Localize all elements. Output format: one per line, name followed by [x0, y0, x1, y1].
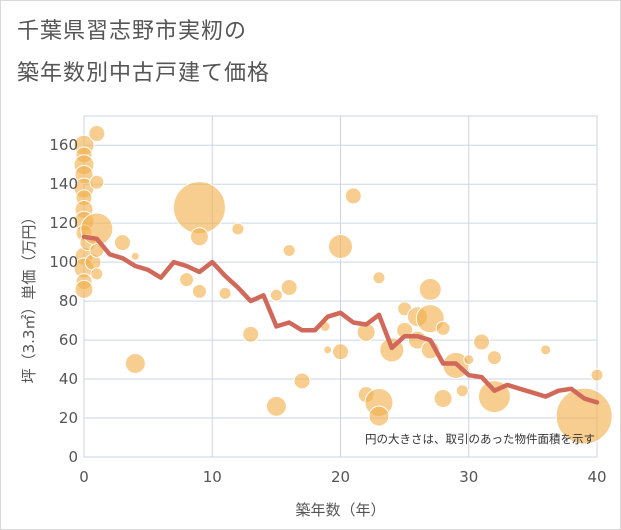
x-axis-title: 築年数（年）	[295, 501, 385, 519]
x-tick-labels: 0 10 20 30 40	[79, 468, 606, 486]
bubble-point	[130, 251, 140, 261]
bubble-point	[473, 333, 491, 351]
bubble-point	[191, 283, 207, 299]
x-tick-label: 10	[203, 468, 222, 486]
average-price-line	[81, 234, 600, 405]
y-tick-label: 40	[59, 370, 78, 388]
bubble-point	[179, 272, 195, 288]
bubble-point	[418, 277, 442, 301]
bubble-point	[435, 320, 451, 336]
x-tick-label: 20	[331, 468, 350, 486]
bubble-point	[323, 345, 333, 355]
chart-title-line-1: 千葉県習志野市実籾の	[17, 19, 248, 44]
x-tick-label: 30	[459, 468, 478, 486]
bubble-point	[540, 344, 552, 356]
y-tick-label: 60	[59, 331, 78, 349]
grid-lines	[83, 115, 598, 458]
bubble-point	[88, 125, 106, 143]
x-tick-label: 40	[587, 468, 606, 486]
y-tick-labels: 0 20 40 60 80 100 120 140 160	[49, 136, 78, 466]
bubble-point	[265, 395, 287, 417]
bubble-point	[368, 405, 390, 427]
y-tick-label: 120	[49, 214, 78, 232]
bubble-point	[231, 222, 245, 236]
bubble-point	[344, 187, 362, 205]
size-annotation: 円の大きさは、取引のあった物件面積を示す	[365, 432, 595, 446]
bubble-point	[433, 389, 453, 409]
bubble-point	[293, 372, 311, 390]
bubble-point	[74, 279, 94, 299]
bubble-point	[328, 234, 353, 260]
bubble-point	[372, 271, 386, 285]
bubble-point	[124, 352, 146, 374]
bubble-series	[73, 125, 613, 445]
y-tick-label: 20	[59, 409, 78, 427]
bubble-point	[486, 350, 502, 366]
bubble-point	[280, 278, 298, 296]
bubble-point	[90, 267, 104, 281]
y-tick-label: 140	[49, 175, 78, 193]
y-tick-label: 0	[68, 448, 78, 466]
bubble-point	[218, 286, 232, 300]
y-tick-label: 100	[49, 253, 78, 271]
y-tick-label: 80	[59, 292, 78, 310]
bubble-point	[242, 325, 260, 343]
chart-title-line-2: 築年数別中古戸建て価格	[17, 61, 271, 86]
bubble-point	[269, 288, 283, 302]
bubble-point	[455, 384, 469, 398]
bubble-point	[463, 354, 475, 366]
bubble-point	[189, 227, 209, 247]
bubble-point	[172, 181, 226, 235]
bubble-point	[590, 368, 604, 382]
bubble-point	[332, 343, 349, 361]
bubble-point	[89, 174, 105, 190]
bubble-point	[113, 234, 131, 252]
y-tick-label: 160	[49, 136, 78, 154]
x-tick-label: 0	[79, 468, 89, 486]
bubble-point	[282, 243, 296, 257]
y-axis-title: 坪（3.3㎡）単価（万円）	[20, 210, 38, 384]
